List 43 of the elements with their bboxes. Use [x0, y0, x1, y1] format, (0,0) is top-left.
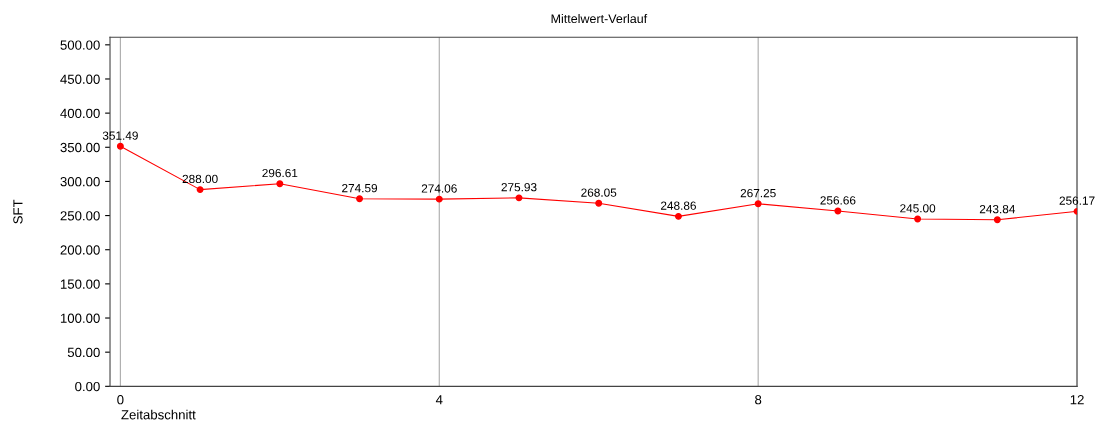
data-label: 288.00 — [182, 174, 218, 184]
point — [834, 207, 842, 215]
y-tick-label: 450.00 — [60, 74, 100, 84]
data-label: 275.93 — [501, 183, 537, 192]
data-label: 274.59 — [342, 183, 378, 193]
y-tick-label: 0.00 — [75, 381, 100, 392]
y-axis-title: SFT — [13, 199, 23, 224]
y-tick-label: 350.00 — [60, 142, 100, 153]
y-tick-label: 400.00 — [60, 108, 100, 119]
x-tick-label: 4 — [435, 395, 443, 405]
data-label: 268.05 — [581, 188, 617, 197]
point — [515, 194, 523, 202]
point — [595, 199, 603, 207]
data-label: 245.00 — [900, 204, 936, 213]
y-tick-label: 300.00 — [60, 176, 100, 187]
x-tick-label: 0 — [117, 395, 124, 405]
point — [276, 180, 284, 188]
y-tick-label: 50.00 — [67, 347, 100, 358]
point — [993, 216, 1001, 224]
point — [754, 200, 762, 208]
data-label: 256.66 — [820, 196, 856, 205]
chart-title: Mittelwert-Verlauf — [551, 13, 648, 24]
data-label: 243.84 — [979, 204, 1016, 214]
x-axis-title: Zeitabschnitt — [121, 409, 196, 420]
data-label: 267.25 — [740, 188, 776, 198]
y-tick-label: 200.00 — [60, 245, 100, 255]
y-tick-label: 250.00 — [60, 211, 100, 221]
point — [435, 195, 443, 203]
data-label: 256.17 — [1059, 196, 1095, 205]
point — [914, 215, 922, 223]
point — [356, 195, 364, 203]
point — [196, 186, 204, 194]
data-label: 351.49 — [102, 131, 138, 140]
data-label: 274.06 — [421, 184, 457, 193]
y-tick-label: 150.00 — [60, 279, 100, 289]
point — [674, 212, 682, 220]
x-tick-label: 8 — [755, 395, 762, 405]
data-label: 248.86 — [660, 201, 696, 210]
y-tick-label: 100.00 — [60, 313, 100, 323]
point — [116, 142, 124, 150]
y-tick-label: 500.00 — [60, 40, 100, 50]
data-label: 296.61 — [262, 168, 298, 178]
x-tick-label: 12 — [1070, 395, 1084, 405]
